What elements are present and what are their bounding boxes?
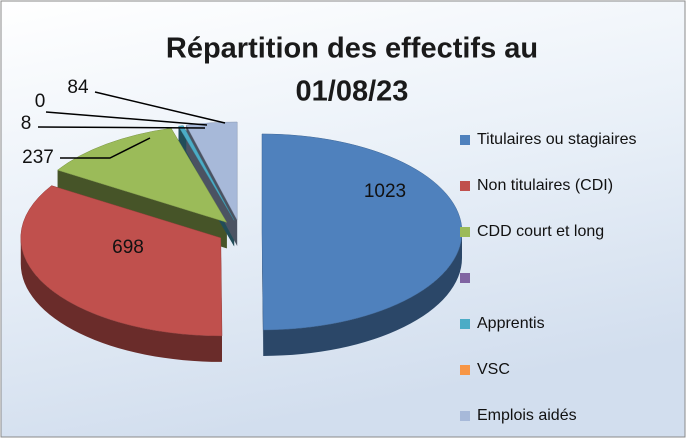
leader-line xyxy=(37,126,206,129)
legend-label: Non titulaires (CDI) xyxy=(477,177,613,194)
legend-label: CDD court et long xyxy=(477,223,604,240)
legend-label: VSC xyxy=(477,361,510,378)
data-label: 1023 xyxy=(364,181,406,202)
data-labels: 1023 698 237 80 84 xyxy=(21,77,406,258)
leader-line xyxy=(60,137,151,159)
data-label: 698 xyxy=(112,237,144,258)
legend-swatch xyxy=(460,411,470,421)
legend: Titulaires ou stagiaires Non titulaires (… xyxy=(460,131,636,424)
legend-swatch xyxy=(460,227,470,237)
leader-line xyxy=(45,111,208,126)
legend-label: Titulaires ou stagiaires xyxy=(477,131,636,148)
slice-side xyxy=(20,237,222,362)
slice xyxy=(57,127,228,223)
legend-swatch xyxy=(460,181,470,191)
slice xyxy=(20,185,223,337)
legend-swatch xyxy=(460,365,470,375)
data-label: 237 xyxy=(22,147,54,168)
legend-label: Apprentis xyxy=(477,315,545,332)
legend-swatch xyxy=(460,319,470,329)
data-label: 8 xyxy=(21,113,32,134)
pie xyxy=(20,121,463,362)
slice xyxy=(178,125,235,221)
data-label: 0 xyxy=(35,91,46,112)
legend-swatch xyxy=(460,135,470,145)
legend-swatch xyxy=(460,273,470,283)
slice xyxy=(185,121,238,221)
leader-line xyxy=(94,91,226,124)
chart-title: 01/08/23 xyxy=(296,76,409,108)
chart-title: Répartition des effectifs au xyxy=(166,33,538,65)
data-label: 84 xyxy=(67,77,89,98)
slice-side xyxy=(263,231,462,356)
legend-label: Emplois aidés xyxy=(477,407,577,424)
